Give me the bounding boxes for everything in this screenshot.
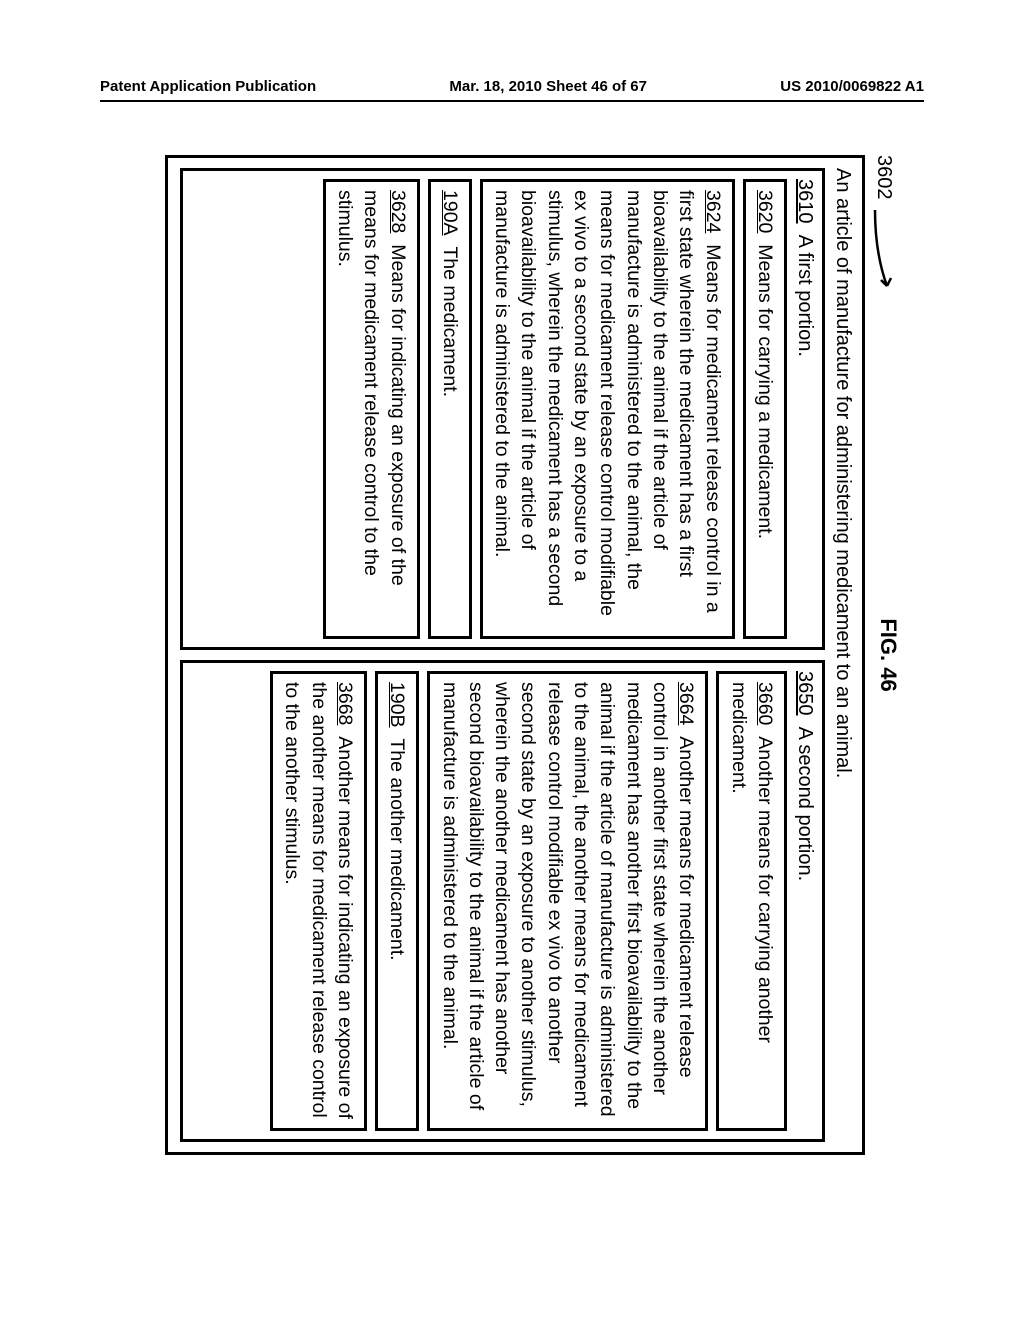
right-box-4: 3668 Another means for indicating an exp… <box>270 671 367 1131</box>
left-col-ref: 3610 <box>794 179 816 224</box>
left-box-1: 3620 Means for carrying a medicament. <box>743 179 787 639</box>
right-box-4-text: Another means for indicating an exposure… <box>281 682 356 1119</box>
right-box-2: 3664 Another means for medicament releas… <box>427 671 708 1131</box>
left-box-3-ref: 190A <box>439 190 461 236</box>
figure-area: 3602 FIG. 46 An article of manufacture f… <box>165 155 865 1155</box>
figure-ref-number: 3602 <box>872 155 895 200</box>
figure-ref-label: 3602 <box>872 155 895 298</box>
right-column: 3650 A second portion. 3660 Another mean… <box>180 660 825 1142</box>
right-box-3-ref: 190B <box>386 682 408 728</box>
figure-title: FIG. 46 <box>875 618 901 691</box>
left-col-title-text: A first portion. <box>794 235 816 357</box>
left-box-4-text: Means for indicating an exposure of the … <box>334 190 409 586</box>
right-box-3: 190B The another medicament. <box>375 671 419 1131</box>
right-col-title-text: A second portion. <box>794 727 816 882</box>
right-box-3-text: The another medicament. <box>386 738 408 960</box>
header-right: US 2010/0069822 A1 <box>780 78 924 95</box>
left-box-3-text: The medicament. <box>439 246 461 397</box>
left-box-1-ref: 3620 <box>754 190 776 233</box>
header-left: Patent Application Publication <box>100 78 316 95</box>
header-center: Mar. 18, 2010 Sheet 46 of 67 <box>449 78 647 95</box>
left-box-2-text: Means for medicament release control in … <box>491 190 724 616</box>
right-box-1-text: Another means for carrying another medic… <box>728 682 776 1043</box>
left-box-2-ref: 3624 <box>702 190 724 233</box>
left-box-4: 3628 Means for indicating an exposure of… <box>323 179 420 639</box>
right-box-1: 3660 Another means for carrying another … <box>716 671 787 1131</box>
header-rule <box>100 100 924 102</box>
right-box-1-ref: 3660 <box>754 682 776 725</box>
outer-box-title: An article of manufacture for administer… <box>831 168 854 1142</box>
right-box-4-ref: 3668 <box>334 682 356 725</box>
right-box-2-text: Another means for medicament release con… <box>439 682 698 1117</box>
figure-rotated: 3602 FIG. 46 An article of manufacture f… <box>165 155 865 1155</box>
right-col-ref: 3650 <box>794 671 816 716</box>
outer-box: An article of manufacture for administer… <box>165 155 865 1155</box>
left-box-1-text: Means for carrying a medicament. <box>754 244 776 539</box>
right-box-2-ref: 3664 <box>675 682 697 725</box>
left-box-4-ref: 3628 <box>387 190 409 233</box>
left-column: 3610 A first portion. 3620 Means for car… <box>180 168 825 650</box>
columns: 3610 A first portion. 3620 Means for car… <box>180 168 825 1142</box>
right-column-title: 3650 A second portion. <box>793 671 816 1131</box>
page-header: Patent Application Publication Mar. 18, … <box>100 78 924 95</box>
left-box-2: 3624 Means for medicament release contro… <box>480 179 735 639</box>
left-column-title: 3610 A first portion. <box>793 179 816 639</box>
left-box-3: 190A The medicament. <box>428 179 472 639</box>
arrow-icon <box>874 208 894 298</box>
